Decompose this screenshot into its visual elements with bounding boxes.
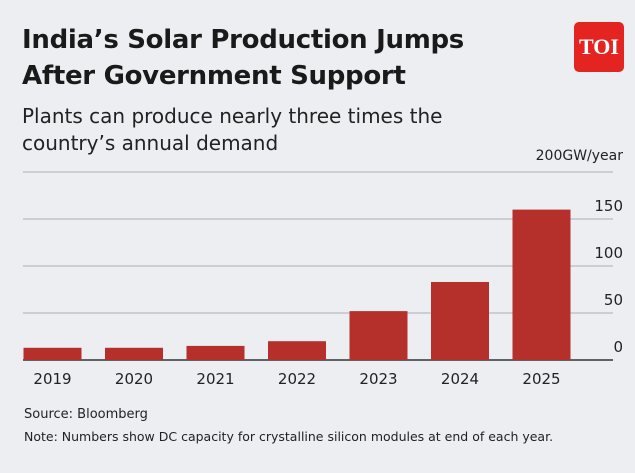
x-tick-label: 2019 [33,370,71,388]
x-tick-label: 2024 [441,370,479,388]
chart-title: India’s Solar Production Jumps After Gov… [22,25,464,91]
bar-2024 [431,281,489,360]
y-tick-label: 50 [604,291,623,309]
bar-2019 [23,347,82,360]
logo-text: TOI [579,34,619,59]
bar-2021 [186,345,245,360]
chart-subtitle: Plants can produce nearly three times th… [22,104,443,155]
bar-2020 [105,347,163,360]
y-axis-unit-label: 200GW/year [535,148,623,164]
bar-2025 [512,209,571,360]
y-tick-label: 0 [613,338,623,356]
x-tick-label: 2023 [359,370,397,388]
y-tick-label: 100 [594,244,623,262]
x-tick-label: 2022 [278,370,316,388]
x-tick-label: 2021 [196,370,234,388]
toi-logo: TOI [574,22,624,72]
source-text: Source: Bloomberg [24,407,148,422]
bar-chart: 0 50 100 150 2019 2020 2021 2022 2023 2024 2025 [23,171,623,388]
note-text: Note: Numbers show DC capacity for cryst… [24,429,554,444]
bar-2023 [349,311,408,360]
x-tick-label: 2025 [522,370,560,388]
y-tick-label: 150 [594,197,623,215]
bar-2022 [268,341,326,360]
x-tick-label: 2020 [115,370,153,388]
